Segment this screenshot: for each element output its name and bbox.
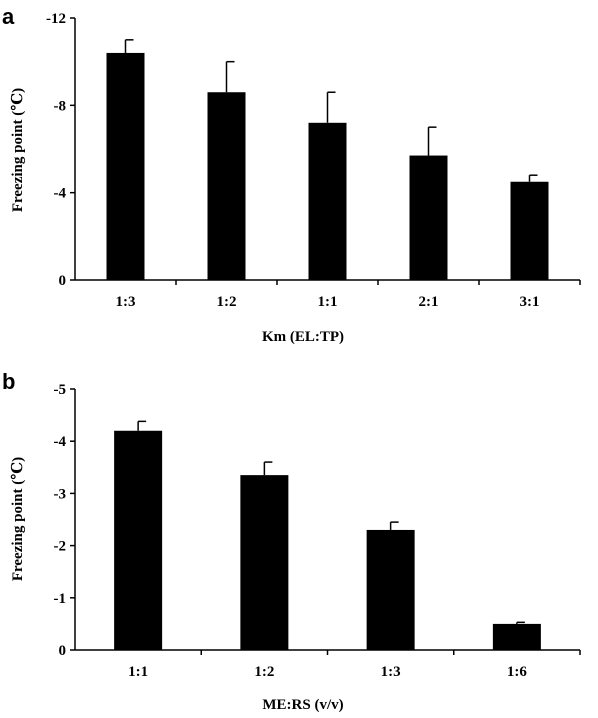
panel-b-x-axis-title: ME:RS (v/v)	[262, 697, 343, 713]
panel-b-y-tick-label: -1	[54, 591, 67, 607]
panel-b-y-tick-label: -4	[54, 434, 67, 450]
panel-b-chart: b Freezing point (℃) ME:RS (v/v) 0 -1 -2 -3…	[2, 369, 581, 713]
panel-a-x-tick-label: 1:2	[217, 294, 237, 310]
panel-a-letter: a	[2, 4, 15, 29]
panel-b-x-tick-label: 1:2	[254, 664, 274, 680]
panel-a-bar	[308, 122, 347, 280]
panel-b-y-tick-label: -2	[54, 539, 67, 555]
panel-a-y-tick-label: -12	[46, 11, 66, 27]
panel-a-bar	[207, 92, 246, 280]
panel-a-bar	[510, 181, 549, 280]
panel-a-bar	[409, 155, 448, 280]
panel-a-y-axis-title: Freezing point (℃)	[10, 88, 26, 212]
panel-a-y-tick-label: -8	[54, 98, 67, 114]
panel-b-bar	[492, 623, 541, 650]
panel-b-x-tick-label: 1:1	[128, 664, 148, 680]
panel-a-y-tick-label: -4	[54, 186, 67, 202]
panel-a-x-axis-title: Km (EL:TP)	[262, 329, 344, 345]
panel-a-chart: a Freezing point (℃) Km (EL:TP) 0 -4 -8 -12…	[2, 4, 581, 345]
panel-b-y-tick-label: -3	[54, 486, 67, 502]
panel-a-x-tick-label: 1:1	[318, 294, 338, 310]
panel-b-y-axis-title: Freezing point (℃)	[10, 457, 26, 581]
panel-b-bar	[240, 475, 289, 650]
panel-b-marks: 0 -1 -2 -3 -4 -5 1:1 1:2 1:3 1:6	[54, 382, 581, 680]
panel-b-bar	[114, 430, 163, 650]
panel-a-bar	[106, 52, 145, 280]
panel-b-letter: b	[2, 369, 15, 394]
panel-b-bar	[366, 529, 415, 650]
panel-b-x-tick-label: 1:6	[507, 664, 527, 680]
panel-a-x-tick-label: 2:1	[419, 294, 439, 310]
panel-a-marks: 0 -4 -8 -12 1:3 1:2 1:1 2:1 3:1	[46, 11, 581, 310]
panel-b-y-tick-label: -5	[54, 382, 67, 398]
panel-a-y-tick-label: 0	[59, 273, 67, 289]
panel-b-y-tick-label: 0	[59, 643, 67, 659]
panel-a-x-tick-label: 1:3	[116, 294, 136, 310]
panel-b-x-tick-label: 1:3	[381, 664, 401, 680]
panel-a-x-tick-label: 3:1	[520, 294, 540, 310]
